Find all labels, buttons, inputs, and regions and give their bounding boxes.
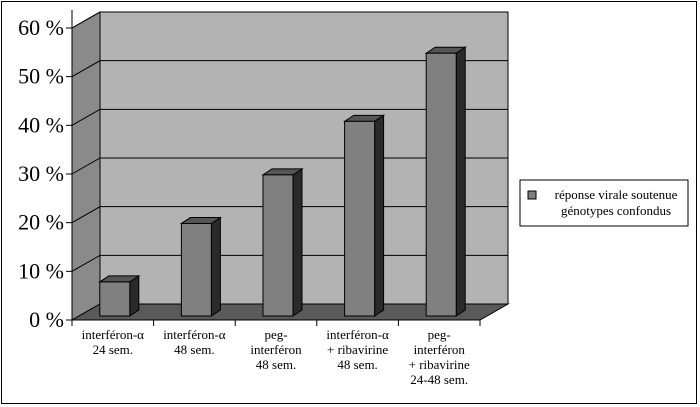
bar-side [129, 274, 140, 317]
legend-box [519, 179, 689, 227]
category-label: interféron-α + ribavirine 48 sem. [326, 327, 389, 372]
bar-side [210, 216, 221, 317]
category-label-line: peg- [428, 327, 451, 342]
gridline [71, 108, 508, 126]
bar-side [374, 114, 385, 317]
bar-front [262, 174, 294, 317]
category-label-line: interféron [250, 342, 302, 357]
category-label: peg-interféron + ribavirine 24-48 sem. [409, 327, 470, 387]
category-label: peg-interféron 48 sem. [250, 327, 302, 372]
bar [342, 114, 386, 317]
bar [261, 167, 304, 317]
category-label-line: + ribavirine [409, 357, 470, 372]
bar [424, 46, 467, 317]
legend-label-line: réponse virale soutenue [555, 187, 678, 202]
bar-front [99, 281, 131, 317]
y-tick-label: 20 % [18, 210, 64, 235]
gridline [71, 11, 508, 29]
category-label-line: interféron-α [163, 327, 226, 342]
bar-front [180, 223, 212, 317]
category-label-line: peg- [264, 327, 287, 342]
category-label: interféron-α 48 sem. [163, 327, 226, 357]
y-tick-label: 30 % [18, 161, 64, 186]
bar-side [292, 167, 303, 317]
bar [179, 216, 223, 317]
legend-swatch [527, 190, 537, 200]
category-label-line: interféron-α [326, 327, 389, 342]
bar-side [455, 46, 466, 317]
legend-label-line: génotypes confondus [561, 203, 671, 218]
category-label-line: 48 sem. [256, 357, 296, 372]
category-label-line: interféron-α [82, 327, 145, 342]
legend-label: réponse virale soutenue génotypes confond… [555, 187, 678, 218]
category-label-line: 24-48 sem. [410, 372, 468, 387]
y-tick-label: 60 % [18, 15, 64, 40]
gridline [71, 60, 508, 78]
y-tick-label: 50 % [18, 64, 64, 89]
category-label-line: + ribavirine [327, 342, 388, 357]
bar [98, 274, 141, 317]
y-tick-label: 40 % [18, 112, 64, 137]
y-tick-label: 10 % [18, 258, 64, 283]
category-label-line: 48 sem. [174, 342, 214, 357]
category-label-line: 48 sem. [337, 357, 377, 372]
category-label-line: interféron [414, 342, 466, 357]
y-tick-label: 0 % [29, 307, 64, 332]
bar-front [344, 120, 376, 317]
bar-front [425, 52, 457, 317]
category-label: interféron-α 24 sem. [82, 327, 145, 357]
category-label-line: 24 sem. [93, 342, 133, 357]
